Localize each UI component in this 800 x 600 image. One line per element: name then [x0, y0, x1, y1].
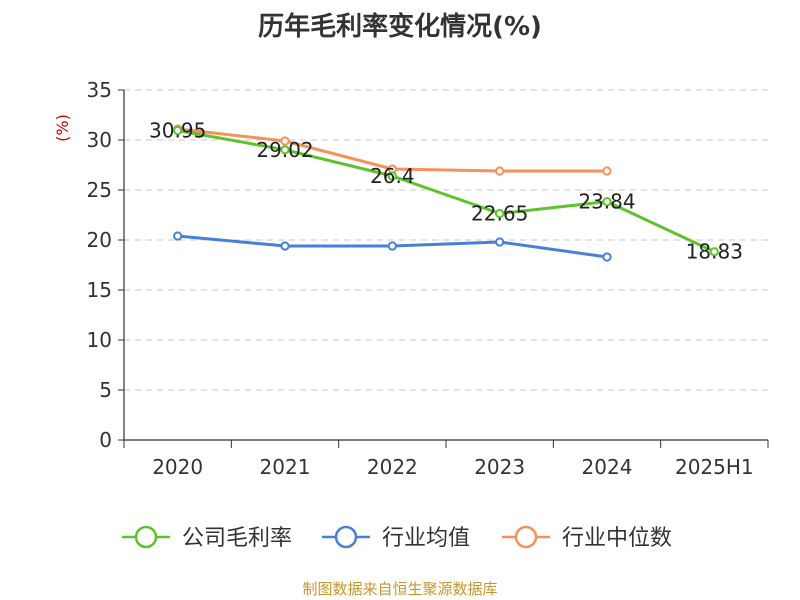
- data-point-s2-2024: [602, 166, 612, 176]
- data-point-s0-2023: [495, 208, 505, 219]
- data-label-2021: 29.02: [256, 138, 313, 162]
- legend-label-0: 公司毛利率: [182, 526, 292, 551]
- y-tick-label-25: 25: [87, 178, 112, 202]
- x-tick-label-2024: 2024: [582, 455, 633, 479]
- y-tick-label-0: 0: [99, 428, 112, 452]
- data-point-s0-2021: [280, 145, 290, 155]
- series-lines: [173, 124, 719, 262]
- data-point-s1-2022: [387, 241, 397, 251]
- data-point-s0-2025H1: [709, 247, 719, 257]
- source-note: 制图数据来自恒生聚源数据库: [302, 580, 498, 598]
- y-tick-label-20: 20: [87, 228, 112, 252]
- legend-label-2: 行业中位数: [562, 526, 672, 551]
- y-tick-label-5: 5: [99, 378, 112, 402]
- y-tick-label-30: 30: [87, 128, 112, 152]
- x-tick-label-2022: 2022: [367, 455, 418, 479]
- series-line-0: [177, 129, 715, 254]
- data-point-s2-2023: [495, 166, 505, 176]
- y-tick-label-35: 35: [87, 78, 112, 102]
- grid-lines: [124, 89, 768, 391]
- axes: 0 5 10 15 20 25 30 35 2020 2021 2022 2023 2024 2025H1: [87, 78, 769, 479]
- x-tick-label-2025H1: 2025H1: [675, 455, 754, 479]
- data-label-2024: 23.84: [578, 190, 635, 214]
- data-point-s1-2021: [280, 241, 290, 251]
- legend-label-1: 行业均值: [382, 526, 470, 551]
- data-point-s1-2024: [602, 252, 612, 262]
- data-label-2022: 26.4: [370, 164, 415, 188]
- legend-marker-1: [334, 525, 358, 549]
- data-point-s0-2024: [602, 197, 612, 207]
- data-point-s1-2023: [495, 237, 505, 247]
- y-axis-unit-label: (%): [53, 114, 72, 142]
- data-point-s0-2020: [173, 125, 183, 136]
- x-tick-label-2023: 2023: [474, 455, 525, 479]
- y-tick-label-10: 10: [87, 328, 112, 352]
- data-label-2025H1: 18.83: [686, 240, 743, 264]
- data-label-2020: 30.95: [149, 119, 206, 143]
- x-tick-label-2020: 2020: [152, 455, 203, 479]
- legend-marker-2: [514, 525, 538, 549]
- data-point-s1-2020: [173, 231, 183, 241]
- data-point-s2-2021: [280, 136, 290, 146]
- y-tick-label-15: 15: [87, 278, 112, 302]
- data-labels: 30.95 29.02 26.4 22.65 23.84 18.83: [149, 119, 743, 264]
- legend: 公司毛利率 行业均值 行业中位数: [122, 525, 672, 551]
- data-label-2023: 22.65: [471, 202, 528, 226]
- data-point-s0-2022: [387, 171, 397, 181]
- legend-marker-0: [134, 525, 158, 549]
- x-tick-label-2021: 2021: [260, 455, 311, 479]
- chart-title: 历年毛利率变化情况(%): [258, 12, 542, 42]
